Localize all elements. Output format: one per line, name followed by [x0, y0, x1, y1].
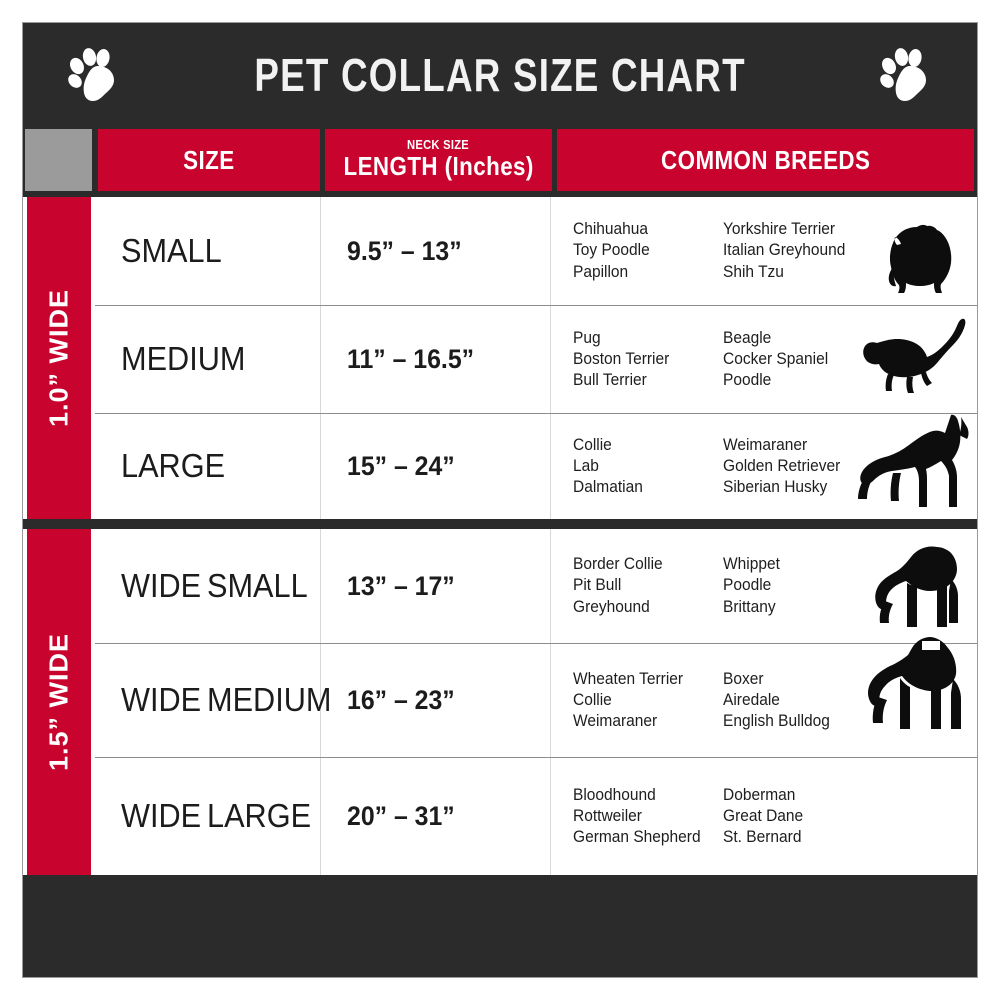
cell-size: WIDE MEDIUM [121, 681, 332, 719]
breed-list-a: Wheaten Terrier Collie Weimaraner [573, 669, 684, 731]
cell-breeds: Wheaten Terrier Collie Weimaraner Boxer … [550, 637, 977, 757]
breed-list-a: Collie Lab Dalmatian [573, 435, 643, 497]
cell-breeds: Collie Lab Dalmatian Weimaraner Golden R… [550, 414, 977, 519]
breed-list-b: Doberman Great Dane St. Bernard [723, 785, 804, 847]
breed-list-b: Boxer Airedale English Bulldog [723, 669, 830, 731]
breed-list-b: Weimaraner Golden Retriever Siberian Hus… [723, 435, 841, 497]
group-label-1-5-wide: 1.5” WIDE [27, 529, 91, 875]
table-row: WIDE LARGE 20” – 31” Bloodhound Rottweil… [23, 757, 977, 875]
paw-print-icon [880, 48, 926, 101]
table-row: WIDE SMALL 13” – 17” Border Collie Pit B… [23, 529, 977, 643]
table-header-row: SIZE NECK SIZE LENGTH (Inches) COMMON BR… [23, 127, 977, 193]
breed-list-b: Whippet Poodle Brittany [723, 555, 780, 616]
table-row: SMALL 9.5” – 13” Chihuahua Toy Poodle Pa… [23, 197, 977, 305]
breed-list-a: Pug Boston Terrier Bull Terrier [573, 328, 670, 390]
cell-breeds: Border Collie Pit Bull Greyhound Whippet… [550, 529, 977, 643]
cell-breeds: Chihuahua Toy Poodle Papillon Yorkshire … [550, 197, 977, 305]
size-table: SIZE NECK SIZE LENGTH (Inches) COMMON BR… [23, 127, 977, 977]
table-row: WIDE MEDIUM 16” – 23” Wheaten Terrier Co… [23, 637, 977, 757]
breed-list-a: Chihuahua Toy Poodle Papillon [573, 220, 650, 281]
cell-length: 13” – 17” [320, 529, 550, 643]
corner-cell [25, 129, 92, 191]
column-header-breeds: COMMON BREEDS [557, 129, 974, 191]
cell-breeds: Bloodhound Rottweiler German Shepherd Do… [550, 758, 977, 875]
table-row: LARGE 15” – 24” Collie Lab Dalmatian [23, 413, 977, 519]
breed-list-b: Beagle Cocker Spaniel Poodle [723, 328, 829, 390]
breed-list-a: Bloodhound Rottweiler German Shepherd [573, 785, 701, 847]
paw-print-icon [68, 48, 114, 101]
column-header-size: SIZE [98, 129, 320, 191]
cell-length: 11” – 16.5” [320, 306, 550, 413]
cell-size: SMALL [121, 231, 222, 269]
column-header-length: NECK SIZE LENGTH (Inches) [325, 129, 552, 191]
cell-length: 9.5” – 13” [320, 197, 550, 305]
cell-size: WIDE SMALL [121, 566, 308, 604]
table-row: MEDIUM 11” – 16.5” Pug Boston Terrier Bu… [23, 305, 977, 413]
cell-size: MEDIUM [121, 340, 246, 378]
cell-breeds: Pug Boston Terrier Bull Terrier Beagle C… [550, 306, 977, 413]
cell-length: 20” – 31” [320, 758, 550, 875]
group-divider [23, 519, 977, 529]
cell-size: WIDE LARGE [121, 797, 312, 835]
cell-length: 16” – 23” [320, 644, 550, 757]
cell-length: 15” – 24” [320, 414, 550, 519]
chart-header: PET COLLAR SIZE CHART [23, 23, 977, 127]
column-header-length-main: LENGTH (Inches) [343, 151, 534, 182]
page-title: PET COLLAR SIZE CHART [254, 49, 746, 101]
cell-size: LARGE [121, 447, 226, 485]
breed-list-b: Yorkshire Terrier Italian Greyhound Shih… [723, 220, 846, 281]
breed-list-a: Border Collie Pit Bull Greyhound [573, 555, 663, 616]
column-header-length-sub: NECK SIZE [407, 136, 470, 152]
group-label-1-0-wide: 1.0” WIDE [27, 197, 91, 519]
size-chart: PET COLLAR SIZE CHART SIZE NECK SIZE LEN… [22, 22, 978, 978]
